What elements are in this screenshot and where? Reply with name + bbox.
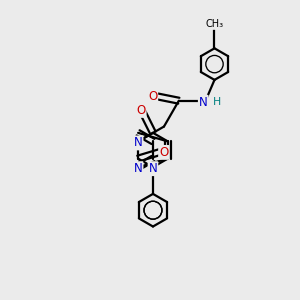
Text: N: N (134, 136, 142, 149)
Text: N: N (199, 96, 208, 109)
Text: N: N (134, 162, 142, 175)
Text: H: H (213, 97, 221, 107)
Text: O: O (148, 91, 157, 103)
Text: O: O (136, 104, 146, 117)
Text: N: N (148, 162, 157, 175)
Text: CH₃: CH₃ (206, 19, 224, 29)
Text: O: O (159, 146, 168, 159)
